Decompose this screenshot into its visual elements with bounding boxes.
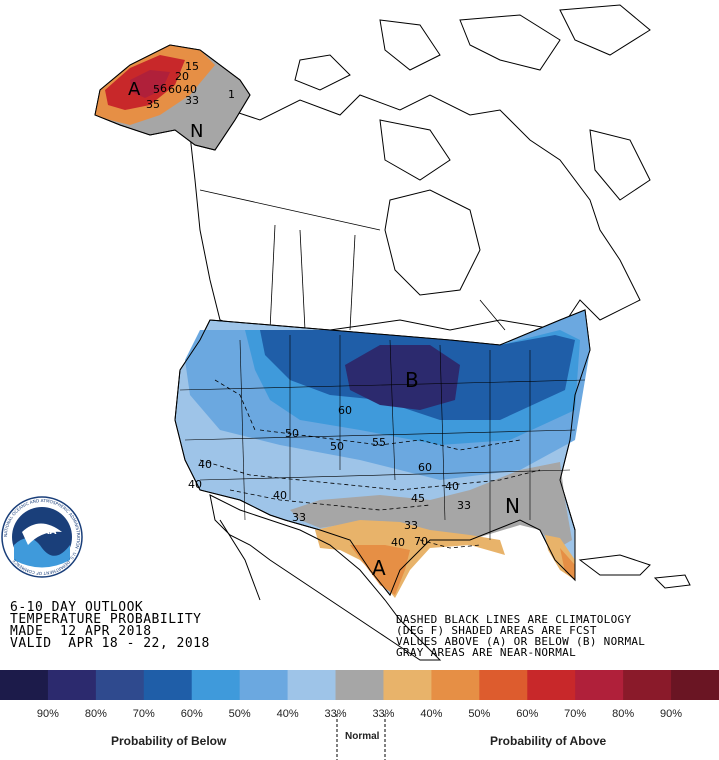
alaska-contour-label: 1	[228, 88, 235, 101]
legend-tick-label: 50%	[228, 708, 251, 720]
note-line: GRAY AREAS ARE NEAR-NORMAL	[396, 646, 576, 659]
legend-swatch	[239, 670, 289, 700]
contour-label: 60	[418, 461, 432, 474]
conus-below-letter: B	[405, 368, 419, 392]
legend-swatch	[335, 670, 384, 700]
conus	[174, 309, 591, 598]
legend-swatch	[479, 670, 528, 700]
alaska-contour-label: 60	[168, 83, 182, 96]
contour-label: 50	[285, 427, 299, 440]
note-line: DASHED BLACK LINES ARE CLIMATOLOGY	[396, 613, 632, 626]
alaska-contour-label: 35	[146, 98, 160, 111]
legend-tick-label: 33%	[324, 708, 347, 720]
contour-label: 70	[414, 535, 428, 548]
contour-label: 50	[330, 440, 344, 453]
legend-swatch	[95, 670, 145, 700]
alaska	[94, 44, 251, 151]
contour-label: 33	[457, 499, 471, 512]
legend-swatch	[575, 670, 624, 700]
alaska-contour-label: 40	[183, 83, 197, 96]
contour-label: 40	[188, 478, 202, 491]
contour-label: 33	[292, 511, 306, 524]
contour-label: 40	[445, 480, 459, 493]
legend-tick-label: 90%	[36, 708, 59, 720]
legend-tick-label: 80%	[84, 708, 107, 720]
alaska-contour-label: 33	[185, 94, 199, 107]
legend-above-label: Probability of Above	[490, 734, 607, 748]
legend-swatch	[527, 670, 576, 700]
mexico-outline	[209, 494, 442, 661]
state-boundaries	[179, 335, 586, 540]
legend-tick-label: 70%	[564, 708, 587, 720]
map-notes: DASHED BLACK LINES ARE CLIMATOLOGY (DEG …	[396, 614, 645, 658]
legend-tick-label: 33%	[372, 708, 395, 720]
valid-dates: VALID APR 18 - 22, 2018	[10, 636, 210, 651]
legend-tick-label: 60%	[180, 708, 203, 720]
contour-label: 40	[273, 489, 287, 502]
outlook-subtitle: TEMPERATURE PROBABILITY	[10, 612, 202, 627]
legend-swatch	[623, 670, 672, 700]
alaska-contour-label: 5	[153, 83, 160, 96]
southeast-normal-letter: N	[505, 494, 520, 518]
legend-tick-label: 60%	[516, 708, 539, 720]
note-line: (DEG F) SHADED AREAS ARE FCST	[396, 624, 597, 637]
legend-swatch	[0, 670, 49, 700]
alaska-contour-label: 6	[160, 82, 167, 95]
noaa-logo-text: NOAA	[28, 527, 57, 537]
note-line: VALUES ABOVE (A) OR BELOW (B) NORMAL	[396, 635, 646, 648]
contour-label: 40	[391, 536, 405, 549]
hudson-bay	[384, 189, 481, 296]
outlook-title: 6-10 DAY OUTLOOK	[10, 600, 144, 615]
legend-tick-label: 50%	[468, 708, 491, 720]
legend-tick-label: 90%	[660, 708, 683, 720]
legend-tick-label: 40%	[420, 708, 443, 720]
legend-tick-label: 80%	[612, 708, 635, 720]
contour-label: 55	[372, 436, 386, 449]
province-boundaries	[199, 189, 506, 331]
legend-swatch	[671, 670, 719, 700]
legend-swatch	[431, 670, 480, 700]
legend-swatch	[143, 670, 193, 700]
legend	[0, 670, 719, 760]
noaa-logo: NOAA NATIONAL OCEANIC AND ATMOSPHERIC AD…	[1, 496, 83, 578]
forecast-info: 6-10 DAY OUTLOOK TEMPERATURE PROBABILITY…	[10, 600, 210, 651]
legend-swatch	[383, 670, 432, 700]
alaska-normal-letter: N	[190, 121, 203, 142]
alaska-contour-label: 20	[175, 70, 189, 83]
legend-tick-label: 70%	[132, 708, 155, 720]
alaska-contour-label: 15	[185, 60, 199, 73]
contour-label: 45	[411, 492, 425, 505]
legend-swatch	[191, 670, 241, 700]
contour-label: 40	[198, 458, 212, 471]
texas-above-letter: A	[372, 556, 386, 580]
contour-label: 60	[338, 404, 352, 417]
legend-normal-label: Normal	[345, 731, 380, 742]
alaska-above-letter: A	[128, 79, 141, 100]
legend-swatch	[47, 670, 97, 700]
made-date: MADE 12 APR 2018	[10, 624, 152, 639]
legend-swatch	[287, 670, 337, 700]
outlook-map: A N 15 20 35 6 33 1 60 40 5 B N A 60 50 …	[1, 4, 691, 661]
contour-label: 33	[404, 519, 418, 532]
climatology-lines	[199, 379, 541, 549]
legend-below-label: Probability of Below	[111, 734, 227, 748]
legend-tick-label: 40%	[276, 708, 299, 720]
